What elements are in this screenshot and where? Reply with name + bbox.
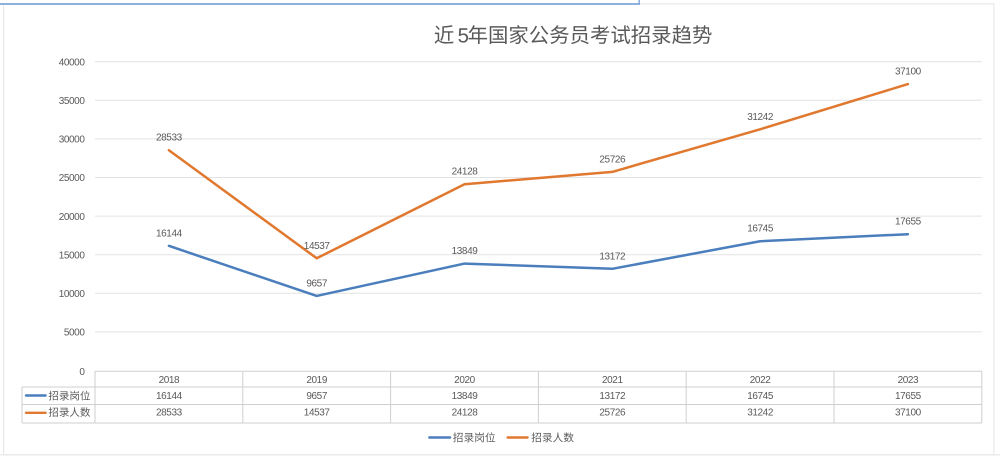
svg-text:2020: 2020 bbox=[454, 375, 475, 386]
svg-text:0: 0 bbox=[79, 367, 85, 378]
svg-text:2019: 2019 bbox=[306, 375, 327, 386]
svg-text:5000: 5000 bbox=[64, 328, 85, 339]
svg-text:31242: 31242 bbox=[747, 408, 774, 419]
svg-text:30000: 30000 bbox=[59, 135, 86, 146]
svg-text:24128: 24128 bbox=[452, 408, 479, 419]
svg-text:2022: 2022 bbox=[750, 375, 771, 386]
svg-text:9657: 9657 bbox=[306, 278, 327, 289]
svg-text:28533: 28533 bbox=[156, 133, 183, 144]
svg-text:13172: 13172 bbox=[599, 251, 626, 262]
svg-text:37100: 37100 bbox=[895, 408, 922, 419]
svg-text:10000: 10000 bbox=[59, 289, 86, 300]
svg-text:14537: 14537 bbox=[304, 241, 331, 252]
svg-text:13172: 13172 bbox=[599, 391, 626, 402]
svg-text:13849: 13849 bbox=[452, 391, 479, 402]
svg-text:15000: 15000 bbox=[59, 250, 86, 261]
svg-text:16144: 16144 bbox=[156, 391, 183, 402]
svg-text:2023: 2023 bbox=[898, 375, 919, 386]
svg-text:25726: 25726 bbox=[599, 154, 626, 165]
svg-text:28533: 28533 bbox=[156, 408, 183, 419]
svg-text:13849: 13849 bbox=[452, 246, 479, 257]
svg-text:20000: 20000 bbox=[59, 212, 86, 223]
svg-text:17655: 17655 bbox=[895, 217, 922, 228]
svg-text:14537: 14537 bbox=[304, 408, 331, 419]
svg-text:31242: 31242 bbox=[747, 112, 774, 123]
svg-text:25726: 25726 bbox=[599, 408, 626, 419]
svg-text:2018: 2018 bbox=[159, 375, 180, 386]
svg-text:17655: 17655 bbox=[895, 391, 922, 402]
svg-text:9657: 9657 bbox=[306, 391, 327, 402]
svg-text:16745: 16745 bbox=[747, 224, 774, 235]
svg-text:35000: 35000 bbox=[59, 96, 86, 107]
svg-text:25000: 25000 bbox=[59, 173, 86, 184]
svg-text:40000: 40000 bbox=[59, 57, 86, 68]
svg-text:37100: 37100 bbox=[895, 67, 922, 78]
svg-text:24128: 24128 bbox=[452, 167, 479, 178]
svg-text:16144: 16144 bbox=[156, 228, 183, 239]
svg-text:2021: 2021 bbox=[602, 375, 623, 386]
svg-text:16745: 16745 bbox=[747, 391, 774, 402]
